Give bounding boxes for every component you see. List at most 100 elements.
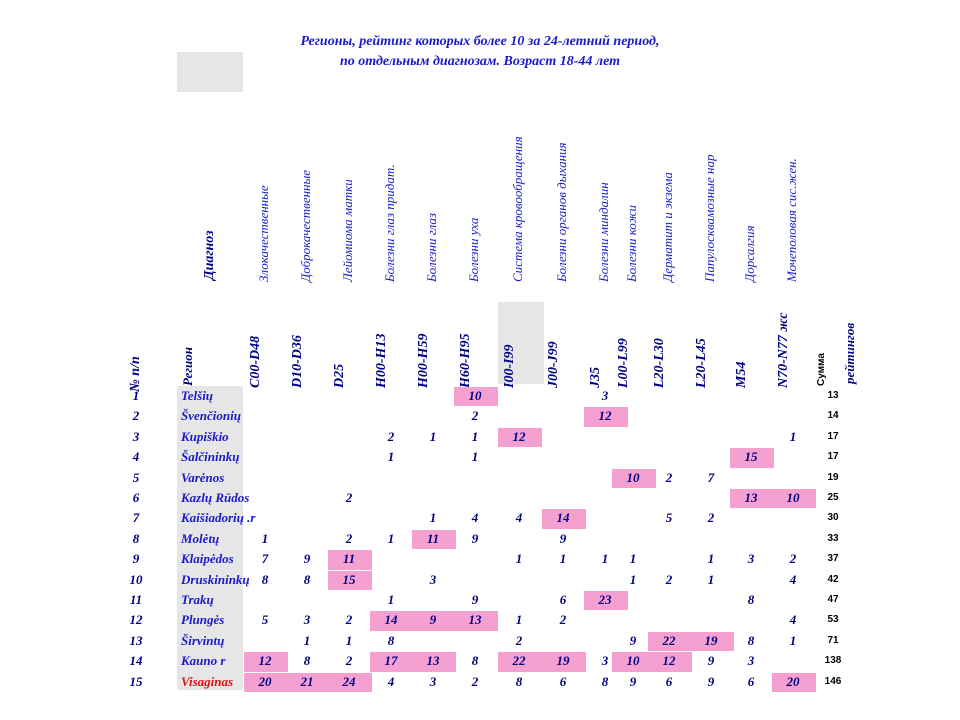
rating-cell: 8 [601, 673, 609, 689]
highlight-cell [244, 672, 288, 692]
rating-cell: 22 [662, 632, 676, 648]
rating-cell: 1 [261, 530, 269, 546]
rating-cell: 3 [303, 612, 311, 628]
rating-cell: 12 [598, 408, 612, 424]
highlight-cell [412, 652, 456, 672]
row-number: 8 [132, 530, 140, 546]
code-label-5: H00-H59 [416, 333, 431, 388]
rating-cell: 6 [747, 673, 755, 689]
row-number: 2 [132, 408, 140, 424]
rating-cell: 1 [387, 449, 395, 465]
rating-cell: 2 [707, 510, 715, 526]
rating-cell: 19 [704, 632, 718, 648]
highlight-cell [772, 672, 816, 692]
rating-cell: 10 [626, 469, 640, 485]
row-number: 13 [129, 632, 143, 648]
rating-cell: 23 [598, 592, 612, 607]
row-number: 15 [129, 673, 143, 689]
rating-header: рейтингов [842, 322, 857, 384]
rating-cell: 15 [342, 571, 356, 587]
region-name: Molėtų [181, 530, 220, 546]
rating-cell: 13 [468, 612, 482, 628]
rating-cell: 8 [471, 653, 479, 669]
rating-cell: 1 [629, 571, 637, 587]
rating-cell: 3 [429, 571, 437, 587]
rating-cell: 10 [786, 490, 800, 505]
highlight-cell [244, 652, 288, 672]
rating-cell: 9 [471, 530, 479, 546]
highlight-cell [542, 509, 586, 529]
rating-cell: 14 [556, 510, 570, 526]
rating-cell: 24 [342, 673, 356, 689]
rating-cell: 9 [629, 632, 637, 648]
highlight-cell [730, 489, 774, 509]
sum-cell: 47 [827, 594, 839, 605]
rating-cell: 9 [707, 673, 715, 689]
sum-cell: 17 [827, 451, 839, 463]
rating-cell: 1 [601, 551, 609, 567]
highlight-cell [730, 448, 774, 468]
code-label-12: L20-L45 [694, 338, 709, 388]
region-name: Telšių [181, 388, 214, 403]
diagnosis-label-9: Болезни миндалин [596, 182, 611, 282]
row-number: 10 [129, 571, 143, 587]
highlight-cell [412, 611, 456, 631]
row-number: 3 [132, 428, 140, 444]
highlight-cell [454, 611, 498, 631]
rating-cell: 2 [345, 653, 353, 669]
region-name: Varėnos [181, 469, 225, 485]
rating-cell: 1 [789, 632, 797, 648]
highlight-cell [328, 550, 372, 570]
title-line-1: Регионы, рейтинг которых более 10 за 24-… [300, 34, 660, 49]
rating-cell: 9 [707, 653, 715, 669]
diagnosis-label-14: Мочеполовая сис.жен. [784, 158, 799, 282]
rating-cell: 8 [387, 632, 395, 648]
rating-cell: 1 [429, 510, 437, 526]
code-label-13: M54 [734, 361, 749, 388]
region-column-shade [177, 386, 243, 690]
region-name: Kupiškio [181, 428, 229, 444]
code-label-3: D25 [332, 363, 347, 388]
rating-cell: 2 [665, 469, 673, 485]
sum-cell: 14 [827, 410, 839, 422]
code-label-1: C00-D48 [248, 335, 263, 388]
code-label-6: H60-H95 [458, 333, 473, 388]
diagnosis-label-6: Болезни уха [466, 217, 481, 282]
highlight-cell [648, 652, 692, 672]
sum-cell: 146 [824, 675, 842, 687]
rating-cell: 1 [387, 530, 395, 546]
rating-cell: 1 [429, 428, 437, 444]
code-label-14: N70-N77 жс [776, 312, 791, 388]
row-number: 11 [129, 592, 143, 607]
highlight-cell [498, 427, 542, 448]
code-label-7: I00-I99 [502, 344, 517, 388]
rating-cell: 2 [345, 490, 353, 505]
rating-cell: 4 [789, 571, 797, 587]
code-label-4: H00-H13 [374, 333, 389, 388]
rating-cell: 20 [786, 673, 800, 689]
row-number: 12 [129, 612, 143, 628]
sum-header: Сумма [816, 353, 827, 386]
diagnosis-header: Диагноз [202, 230, 217, 280]
rating-cell: 2 [387, 428, 395, 444]
code-label-2: D10-D36 [290, 335, 305, 388]
region-name: Klaipėdos [181, 551, 234, 567]
sum-cell: 19 [827, 471, 839, 483]
rating-cell: 1 [515, 551, 523, 567]
sum-cell: 138 [824, 655, 842, 667]
row-number: 6 [132, 490, 140, 505]
highlight-cell [328, 672, 372, 692]
rating-cell: 17 [384, 653, 398, 669]
rating-cell: 8 [747, 592, 755, 607]
rating-cell: 6 [665, 673, 673, 689]
rating-cell: 1 [789, 428, 797, 444]
region-name: Kazlų Rūdos [181, 490, 250, 505]
highlight-cell [370, 652, 414, 672]
region-name: Druskininkų [181, 571, 250, 587]
rating-cell: 21 [300, 673, 314, 689]
rating-cell: 8 [515, 673, 523, 689]
diagnosis-label-8: Болезни органов дыхания [554, 142, 569, 282]
rating-cell: 2 [515, 632, 523, 648]
highlight-cell [370, 611, 414, 631]
